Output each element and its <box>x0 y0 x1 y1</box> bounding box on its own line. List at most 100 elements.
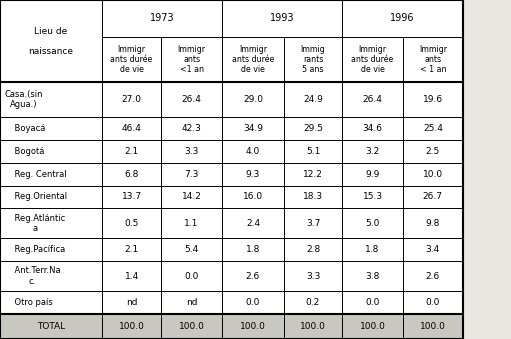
Bar <box>222 117 284 140</box>
Bar <box>0 163 102 185</box>
Text: nd: nd <box>126 298 137 307</box>
Text: 6.8: 6.8 <box>124 170 139 179</box>
Bar <box>222 140 284 163</box>
Bar <box>284 314 342 339</box>
Text: 5.0: 5.0 <box>365 219 380 228</box>
Text: 4.0: 4.0 <box>246 147 260 156</box>
Bar <box>102 117 161 140</box>
Text: 9.8: 9.8 <box>426 219 440 228</box>
Bar <box>342 185 403 208</box>
Text: 27.0: 27.0 <box>122 95 142 104</box>
Text: 1993: 1993 <box>270 13 294 23</box>
Text: 2.1: 2.1 <box>125 245 138 254</box>
Bar <box>284 314 342 339</box>
Text: 29.0: 29.0 <box>243 95 263 104</box>
Bar <box>284 82 342 117</box>
Bar <box>0 82 102 117</box>
Bar <box>102 185 161 208</box>
Bar <box>161 117 222 140</box>
Bar <box>342 163 403 185</box>
Bar <box>0 208 102 238</box>
Bar <box>342 163 403 185</box>
Text: 0.0: 0.0 <box>246 298 260 307</box>
Text: 7.3: 7.3 <box>184 170 199 179</box>
Bar <box>161 238 222 261</box>
Bar <box>284 37 342 82</box>
Bar <box>403 291 463 314</box>
Text: Reg.Atlántic
a: Reg.Atlántic a <box>4 214 65 233</box>
Text: Lieu de

naissance: Lieu de naissance <box>29 27 74 56</box>
Bar <box>102 238 161 261</box>
Bar <box>0 261 102 291</box>
Bar <box>161 314 222 339</box>
Bar <box>222 238 284 261</box>
Text: Immigr
ants durée
de vie: Immigr ants durée de vie <box>352 45 393 74</box>
Text: 1.8: 1.8 <box>246 245 260 254</box>
Text: 0.0: 0.0 <box>365 298 380 307</box>
Text: 46.4: 46.4 <box>122 124 142 133</box>
Bar <box>342 0 463 37</box>
Text: 100.0: 100.0 <box>119 322 145 331</box>
Text: 1.8: 1.8 <box>365 245 380 254</box>
Bar <box>102 82 161 117</box>
Bar <box>102 238 161 261</box>
Bar <box>0 261 102 291</box>
Bar <box>342 261 403 291</box>
Bar <box>0 238 102 261</box>
Text: 2.5: 2.5 <box>426 147 440 156</box>
Bar <box>342 117 403 140</box>
Text: 34.6: 34.6 <box>362 124 383 133</box>
Text: 26.4: 26.4 <box>363 95 382 104</box>
Text: 3.4: 3.4 <box>426 245 440 254</box>
Text: 18.3: 18.3 <box>303 193 323 201</box>
Bar <box>161 208 222 238</box>
Bar <box>342 185 403 208</box>
Bar <box>403 185 463 208</box>
Bar <box>161 37 222 82</box>
Text: 42.3: 42.3 <box>182 124 201 133</box>
Bar <box>102 314 161 339</box>
Bar <box>403 37 463 82</box>
Bar <box>0 314 102 339</box>
Bar <box>403 82 463 117</box>
Bar <box>403 238 463 261</box>
Text: 2.8: 2.8 <box>306 245 320 254</box>
Bar <box>284 37 342 82</box>
Bar <box>102 314 161 339</box>
Text: 25.4: 25.4 <box>423 124 443 133</box>
Bar <box>102 261 161 291</box>
Bar <box>342 117 403 140</box>
Bar <box>284 82 342 117</box>
Text: 2.6: 2.6 <box>246 272 260 280</box>
Bar <box>284 208 342 238</box>
Bar <box>161 163 222 185</box>
Text: 29.5: 29.5 <box>303 124 323 133</box>
Bar <box>161 314 222 339</box>
Text: Reg.Pacífica: Reg.Pacífica <box>4 245 65 254</box>
Text: 2.4: 2.4 <box>246 219 260 228</box>
Bar <box>403 82 463 117</box>
Text: TOTAL: TOTAL <box>37 322 65 331</box>
Text: Boyacá: Boyacá <box>4 124 45 133</box>
Bar <box>222 82 284 117</box>
Bar <box>0 185 102 208</box>
Bar <box>403 117 463 140</box>
Text: 5.4: 5.4 <box>184 245 199 254</box>
Text: 16.0: 16.0 <box>243 193 263 201</box>
Text: 15.3: 15.3 <box>362 193 383 201</box>
Bar <box>222 185 284 208</box>
Text: 26.4: 26.4 <box>182 95 201 104</box>
Bar <box>284 208 342 238</box>
Bar <box>161 291 222 314</box>
Text: Otro país: Otro país <box>4 298 53 307</box>
Text: 19.6: 19.6 <box>423 95 443 104</box>
Bar <box>284 185 342 208</box>
Text: 13.7: 13.7 <box>122 193 142 201</box>
Text: 1996: 1996 <box>390 13 415 23</box>
Text: 0.5: 0.5 <box>124 219 139 228</box>
Bar <box>102 0 222 37</box>
Bar <box>284 163 342 185</box>
Text: 14.2: 14.2 <box>182 193 201 201</box>
Text: 3.3: 3.3 <box>184 147 199 156</box>
Bar <box>284 238 342 261</box>
